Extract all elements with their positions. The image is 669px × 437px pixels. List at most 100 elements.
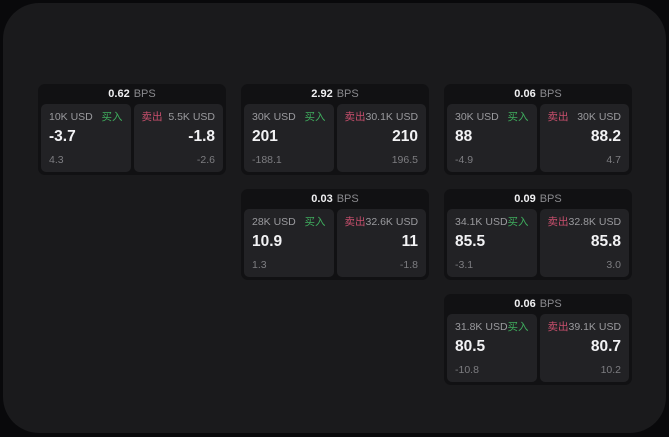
buy-cell-top: 34.1K USD 买入 — [455, 216, 529, 229]
buy-tag[interactable]: 买入 — [507, 321, 529, 333]
buy-cell[interactable]: 28K USD 买入 10.9 1.3 — [244, 209, 334, 277]
buy-tag[interactable]: 买入 — [304, 216, 326, 228]
bps-unit-label: BPS — [133, 88, 156, 100]
sell-notional: 5.5K USD — [168, 111, 215, 123]
buy-delta: 4.3 — [49, 154, 64, 166]
card-body: 34.1K USD 买入 85.5 -3.1 卖出 32.8K USD 85.8… — [444, 209, 632, 280]
bps-unit-label: BPS — [539, 298, 562, 310]
buy-notional: 31.8K USD — [455, 321, 508, 333]
card-header: 0.06 BPS — [444, 294, 632, 314]
sell-tag[interactable]: 卖出 — [547, 216, 569, 228]
sell-delta: 3.0 — [606, 259, 621, 271]
card-body: 10K USD 买入 -3.7 4.3 卖出 5.5K USD -1.8 -2.… — [38, 104, 226, 175]
card-body: 30K USD 买入 88 -4.9 卖出 30K USD 88.2 4.7 — [444, 104, 632, 175]
buy-cell[interactable]: 34.1K USD 买入 85.5 -3.1 — [447, 209, 537, 277]
bps-value: 0.03 — [311, 193, 333, 205]
buy-notional: 30K USD — [252, 111, 296, 123]
buy-cell[interactable]: 30K USD 买入 88 -4.9 — [447, 104, 537, 172]
sell-tag[interactable]: 卖出 — [344, 111, 366, 123]
bps-unit-label: BPS — [336, 88, 359, 100]
bps-value: 2.92 — [311, 88, 333, 100]
sell-price: 80.7 — [590, 338, 621, 355]
bps-unit-label: BPS — [539, 193, 562, 205]
sell-delta: 10.2 — [600, 364, 621, 376]
sell-cell-top: 卖出 30.1K USD — [345, 111, 419, 124]
sell-notional: 32.8K USD — [568, 216, 622, 228]
sell-delta: 196.5 — [391, 154, 418, 166]
buy-cell[interactable]: 30K USD 买入 201 -188.1 — [244, 104, 334, 172]
buy-price: 85.5 — [455, 233, 486, 250]
buy-delta: -188.1 — [252, 154, 282, 166]
buy-price: 10.9 — [252, 233, 283, 250]
buy-price: 201 — [252, 128, 278, 145]
buy-notional: 28K USD — [252, 216, 296, 228]
buy-cell-top: 31.8K USD 买入 — [455, 321, 529, 334]
sell-price: 11 — [401, 233, 418, 250]
sell-delta: -2.6 — [196, 154, 215, 166]
bps-unit-label: BPS — [336, 193, 359, 205]
buy-notional: 10K USD — [49, 111, 93, 123]
bps-value: 0.62 — [108, 88, 130, 100]
quote-card-5: 0.09 BPS 34.1K USD 买入 85.5 -3.1 卖出 32.8K… — [444, 189, 632, 280]
buy-cell-top: 30K USD 买入 — [252, 111, 326, 124]
bps-unit-label: BPS — [539, 88, 562, 100]
buy-cell[interactable]: 31.8K USD 买入 80.5 -10.8 — [447, 314, 537, 382]
buy-price: -3.7 — [49, 128, 76, 145]
card-header: 0.09 BPS — [444, 189, 632, 209]
sell-delta: -1.8 — [399, 259, 418, 271]
buy-cell-top: 30K USD 买入 — [455, 111, 529, 124]
buy-cell[interactable]: 10K USD 买入 -3.7 4.3 — [41, 104, 131, 172]
buy-cell-top: 28K USD 买入 — [252, 216, 326, 229]
buy-delta: -4.9 — [455, 154, 474, 166]
card-header: 0.06 BPS — [444, 84, 632, 104]
sell-tag[interactable]: 卖出 — [141, 111, 163, 123]
buy-tag[interactable]: 买入 — [304, 111, 326, 123]
bps-value: 0.06 — [514, 88, 536, 100]
sell-tag[interactable]: 卖出 — [547, 111, 569, 123]
card-header: 0.62 BPS — [38, 84, 226, 104]
sell-cell-top: 卖出 30K USD — [548, 111, 622, 124]
sell-cell[interactable]: 卖出 5.5K USD -1.8 -2.6 — [133, 104, 223, 172]
buy-price: 88 — [455, 128, 473, 145]
bps-value: 0.09 — [514, 193, 536, 205]
buy-delta: -3.1 — [455, 259, 474, 271]
buy-notional: 30K USD — [455, 111, 499, 123]
buy-tag[interactable]: 买入 — [507, 111, 529, 123]
sell-price: 85.8 — [590, 233, 621, 250]
buy-cell-top: 10K USD 买入 — [49, 111, 123, 124]
sell-cell-top: 卖出 32.6K USD — [345, 216, 419, 229]
sell-price: 88.2 — [590, 128, 621, 145]
bps-value: 0.06 — [514, 298, 536, 310]
quote-card-4: 0.03 BPS 28K USD 买入 10.9 1.3 卖出 32.6K US… — [241, 189, 429, 280]
sell-tag[interactable]: 卖出 — [344, 216, 366, 228]
sell-cell-top: 卖出 5.5K USD — [142, 111, 216, 124]
sell-tag[interactable]: 卖出 — [547, 321, 569, 333]
sell-notional: 32.6K USD — [365, 216, 419, 228]
sell-notional: 39.1K USD — [568, 321, 622, 333]
sell-notional: 30.1K USD — [365, 111, 419, 123]
buy-tag[interactable]: 买入 — [101, 111, 123, 123]
quote-card-3: 0.06 BPS 30K USD 买入 88 -4.9 卖出 30K USD 8… — [444, 84, 632, 175]
buy-tag[interactable]: 买入 — [507, 216, 529, 228]
sell-cell[interactable]: 卖出 30.1K USD 210 196.5 — [336, 104, 426, 172]
buy-price: 80.5 — [455, 338, 486, 355]
card-header: 2.92 BPS — [241, 84, 429, 104]
buy-notional: 34.1K USD — [455, 216, 508, 228]
sell-price: -1.8 — [188, 128, 215, 145]
card-body: 30K USD 买入 201 -188.1 卖出 30.1K USD 210 1… — [241, 104, 429, 175]
sell-cell[interactable]: 卖出 32.8K USD 85.8 3.0 — [539, 209, 629, 277]
card-header: 0.03 BPS — [241, 189, 429, 209]
sell-price: 210 — [392, 128, 418, 145]
sell-cell-top: 卖出 32.8K USD — [548, 216, 622, 229]
card-body: 28K USD 买入 10.9 1.3 卖出 32.6K USD 11 -1.8 — [241, 209, 429, 280]
quote-card-6: 0.06 BPS 31.8K USD 买入 80.5 -10.8 卖出 39.1… — [444, 294, 632, 385]
sell-cell[interactable]: 卖出 39.1K USD 80.7 10.2 — [539, 314, 629, 382]
sell-cell-top: 卖出 39.1K USD — [548, 321, 622, 334]
buy-delta: 1.3 — [252, 259, 267, 271]
sell-cell[interactable]: 卖出 32.6K USD 11 -1.8 — [336, 209, 426, 277]
sell-notional: 30K USD — [577, 111, 621, 123]
quote-card-1: 0.62 BPS 10K USD 买入 -3.7 4.3 卖出 5.5K USD… — [38, 84, 226, 175]
sell-cell[interactable]: 卖出 30K USD 88.2 4.7 — [539, 104, 629, 172]
quote-card-2: 2.92 BPS 30K USD 买入 201 -188.1 卖出 30.1K … — [241, 84, 429, 175]
